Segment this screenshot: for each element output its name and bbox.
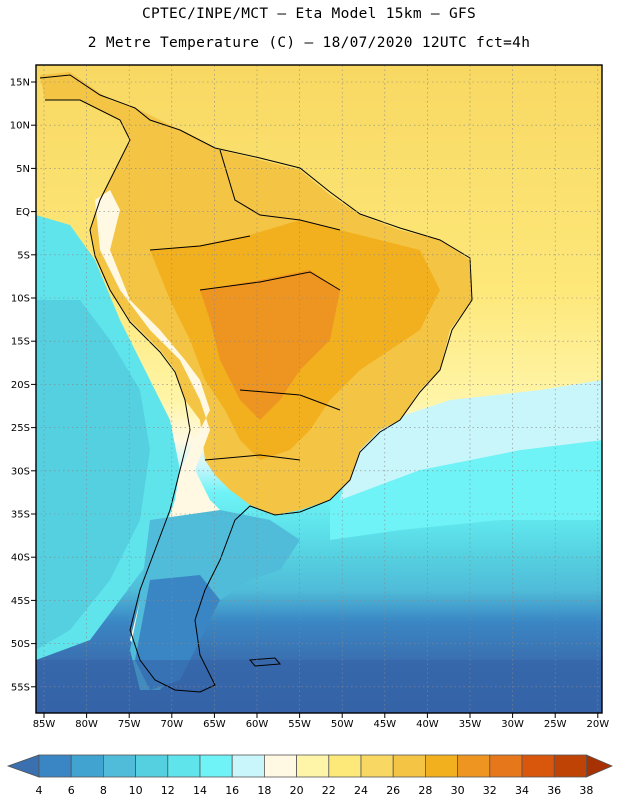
colorbar-segment bbox=[424, 754, 458, 778]
colorbar-label: 28 bbox=[418, 784, 433, 797]
lon-tick-label: 65W bbox=[203, 719, 226, 730]
colorbar-label: 4 bbox=[35, 784, 43, 797]
colorbar-label: 16 bbox=[225, 784, 240, 797]
colorbar-label: 20 bbox=[289, 784, 304, 797]
lat-tick-label: 45S bbox=[11, 596, 30, 607]
colorbar-label: 34 bbox=[515, 784, 529, 797]
colorbar-label: 36 bbox=[547, 784, 562, 797]
colorbar-label: 6 bbox=[67, 784, 75, 797]
lat-tick-label: 10N bbox=[10, 121, 30, 132]
lon-tick-label: 70W bbox=[160, 719, 183, 730]
lon-tick-label: 30W bbox=[501, 719, 524, 730]
colorbar-label: 26 bbox=[386, 784, 401, 797]
colorbar-segment bbox=[521, 754, 555, 778]
lon-tick-label: 40W bbox=[416, 719, 439, 730]
colorbar-label: 12 bbox=[160, 784, 175, 797]
lat-tick-label: 15N bbox=[10, 78, 30, 89]
longitude-labels: 85W 80W 75W 70W 65W 60W 55W 50W 45W 40W 35W 30W 25W 2… bbox=[33, 713, 609, 730]
colorbar-segment bbox=[135, 754, 169, 778]
colorbar-segment bbox=[103, 754, 137, 778]
lon-tick-label: 45W bbox=[373, 719, 396, 730]
colorbar-segment bbox=[70, 754, 104, 778]
interior-hottest bbox=[200, 270, 340, 420]
colorbar-label: 24 bbox=[354, 784, 368, 797]
lat-tick-label: 40S bbox=[11, 553, 30, 564]
title-line-2: 2 Metre Temperature (C) – 18/07/2020 12U… bbox=[87, 35, 531, 51]
colorbar-label: 32 bbox=[482, 784, 497, 797]
lon-tick-label: 35W bbox=[459, 719, 482, 730]
temperature-field bbox=[36, 65, 602, 713]
lat-tick-label: EQ bbox=[16, 207, 30, 218]
lon-tick-label: 75W bbox=[118, 719, 141, 730]
coastline bbox=[39, 74, 473, 693]
atlantic-mid-band bbox=[330, 440, 602, 540]
colorbar bbox=[6, 754, 614, 778]
colorbar-label: 30 bbox=[450, 784, 465, 797]
southern-ocean bbox=[36, 660, 602, 713]
latitude-labels: 15N 10N 5N EQ 5S 10S 15S 20S 25S 30S 35S 40S 45S 50S 5… bbox=[10, 78, 36, 693]
colorbar-segment bbox=[231, 754, 265, 778]
colorbar-segment bbox=[328, 754, 362, 778]
lat-tick-label: 5N bbox=[16, 164, 30, 175]
colorbar-segment bbox=[38, 754, 72, 778]
lat-tick-label: 5S bbox=[17, 250, 30, 261]
colorbar-segment bbox=[360, 754, 394, 778]
colorbar-label: 14 bbox=[193, 784, 207, 797]
colorbar-segment bbox=[489, 754, 523, 778]
colorbar-label: 22 bbox=[321, 784, 336, 797]
lon-tick-label: 80W bbox=[75, 719, 98, 730]
colorbar-label: 10 bbox=[128, 784, 143, 797]
lon-tick-label: 60W bbox=[246, 719, 269, 730]
colorbar-segment bbox=[553, 754, 587, 778]
lat-tick-label: 20S bbox=[11, 380, 30, 391]
lat-tick-label: 10S bbox=[11, 294, 30, 305]
lat-tick-label: 35S bbox=[11, 510, 30, 521]
lon-tick-label: 85W bbox=[33, 719, 56, 730]
map-frame bbox=[35, 64, 603, 714]
colorbar-segment bbox=[263, 754, 297, 778]
colorbar-label: 18 bbox=[257, 784, 272, 797]
lon-tick-label: 50W bbox=[331, 719, 354, 730]
lon-tick-label: 55W bbox=[288, 719, 311, 730]
lon-tick-label: 25W bbox=[544, 719, 567, 730]
colorbar-segment bbox=[296, 754, 330, 778]
atlantic-light-band bbox=[340, 380, 602, 500]
colorbar-segment bbox=[167, 754, 201, 778]
lat-tick-label: 55S bbox=[11, 682, 30, 693]
graticule bbox=[36, 65, 602, 713]
colorbar-segment bbox=[457, 754, 491, 778]
lon-tick-label: 20W bbox=[586, 719, 609, 730]
title-line-1: CPTEC/INPE/MCT – Eta Model 15km – GFS bbox=[141, 6, 477, 22]
colorbar-segment bbox=[392, 754, 426, 778]
colorbar-label: 8 bbox=[99, 784, 107, 797]
colorbar-right-arrow bbox=[586, 754, 614, 778]
colorbar-segment bbox=[199, 754, 233, 778]
lat-tick-label: 15S bbox=[11, 337, 30, 348]
pacific-cooler-zone bbox=[36, 300, 150, 650]
colorbar-left-arrow bbox=[6, 754, 40, 778]
lat-tick-label: 50S bbox=[11, 639, 30, 650]
lat-tick-label: 30S bbox=[11, 466, 30, 477]
lat-tick-label: 25S bbox=[11, 423, 30, 434]
colorbar-label: 38 bbox=[579, 784, 594, 797]
